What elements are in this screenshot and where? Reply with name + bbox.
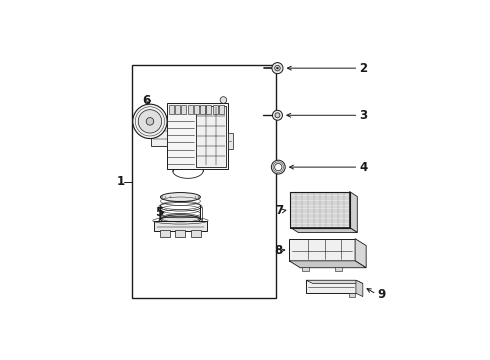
Bar bbox=[160, 230, 170, 237]
Bar bbox=[302, 267, 309, 270]
Bar bbox=[194, 105, 199, 114]
Circle shape bbox=[272, 110, 282, 120]
Text: 3: 3 bbox=[359, 109, 368, 122]
Polygon shape bbox=[289, 261, 366, 268]
Bar bbox=[219, 105, 224, 114]
Circle shape bbox=[146, 118, 154, 125]
Circle shape bbox=[275, 163, 282, 171]
Bar bbox=[291, 192, 349, 228]
Circle shape bbox=[275, 113, 280, 118]
Circle shape bbox=[138, 110, 162, 133]
Bar bbox=[167, 103, 227, 169]
Circle shape bbox=[272, 63, 283, 74]
Text: 5: 5 bbox=[155, 206, 163, 219]
Polygon shape bbox=[356, 280, 363, 297]
Polygon shape bbox=[291, 228, 357, 233]
Bar bbox=[227, 133, 233, 149]
Bar bbox=[175, 105, 180, 114]
Bar bbox=[206, 105, 211, 114]
Bar bbox=[213, 105, 218, 114]
Bar bbox=[154, 221, 207, 231]
Bar bbox=[188, 105, 193, 114]
Circle shape bbox=[275, 66, 280, 71]
Bar bbox=[132, 66, 276, 298]
Bar bbox=[200, 105, 205, 114]
Text: 9: 9 bbox=[377, 288, 386, 301]
Bar bbox=[289, 239, 355, 261]
Ellipse shape bbox=[161, 193, 200, 202]
Circle shape bbox=[220, 97, 227, 103]
Circle shape bbox=[271, 160, 285, 174]
Bar bbox=[175, 230, 185, 237]
Text: 6: 6 bbox=[142, 94, 150, 107]
Polygon shape bbox=[349, 192, 357, 233]
Polygon shape bbox=[306, 280, 363, 284]
Text: 1: 1 bbox=[117, 175, 125, 188]
Bar bbox=[191, 230, 201, 237]
Bar bbox=[196, 105, 226, 167]
Bar bbox=[291, 192, 349, 228]
Bar bbox=[349, 293, 355, 297]
Text: 2: 2 bbox=[359, 62, 368, 75]
Bar bbox=[306, 280, 356, 293]
Circle shape bbox=[277, 67, 278, 69]
Bar bbox=[181, 105, 186, 114]
Polygon shape bbox=[355, 239, 366, 268]
Bar bbox=[169, 105, 173, 114]
Text: 7: 7 bbox=[275, 204, 283, 217]
Bar bbox=[151, 123, 168, 146]
Bar bbox=[335, 267, 342, 270]
Circle shape bbox=[133, 104, 167, 139]
Text: 4: 4 bbox=[359, 161, 368, 174]
Ellipse shape bbox=[161, 215, 200, 224]
Text: 8: 8 bbox=[274, 244, 282, 257]
